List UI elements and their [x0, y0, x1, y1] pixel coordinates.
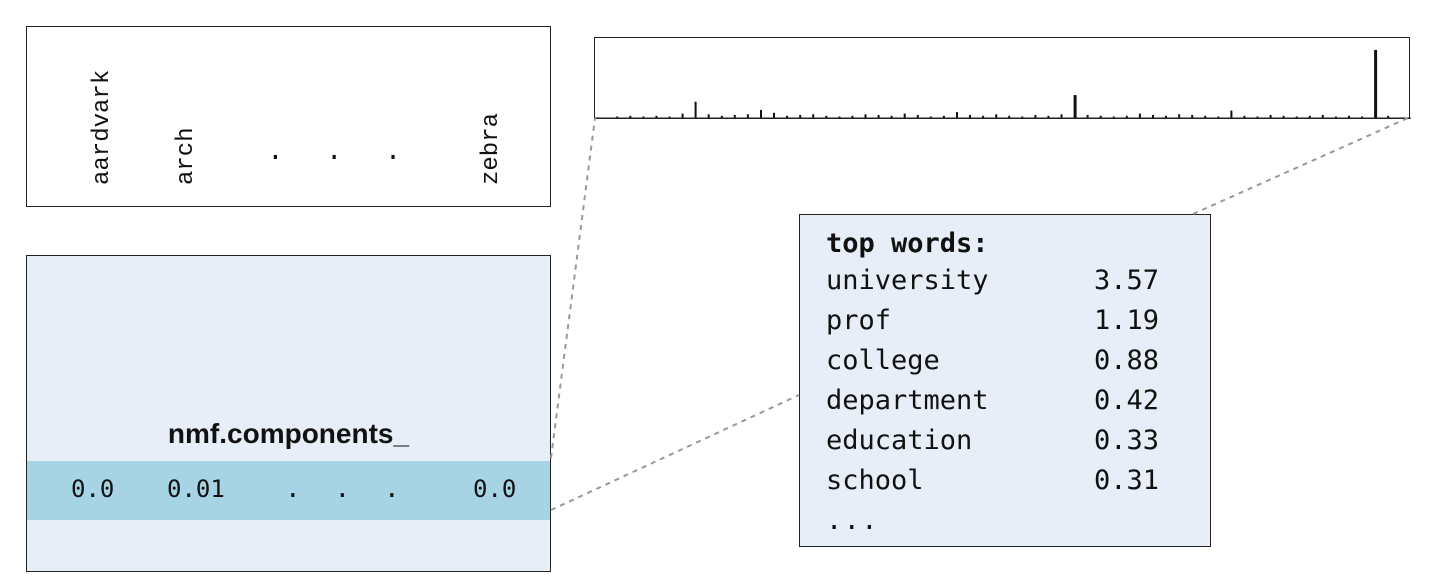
highlighted-component-row: 0.0 0.01 . . . 0.0 — [27, 461, 550, 520]
chart-bar — [903, 113, 906, 118]
chart-bar — [1152, 115, 1154, 118]
chart-bar — [1282, 115, 1285, 118]
chart-bar — [1021, 116, 1024, 118]
top-word-row: college 0.88 — [826, 345, 1186, 385]
top-word-value: 0.42 — [1094, 385, 1160, 416]
top-words-ellipsis: ... — [826, 505, 879, 536]
top-word-value: 1.19 — [1094, 305, 1160, 336]
top-word-row: education 0.33 — [826, 425, 1186, 465]
chart-bar — [1269, 115, 1272, 118]
matrix-cell-last: 0.0 — [473, 475, 517, 503]
top-word: department — [826, 385, 989, 416]
chart-bar — [1230, 110, 1233, 118]
chart-bar — [773, 112, 775, 118]
chart-bar — [1243, 115, 1246, 118]
chart-bar — [916, 115, 919, 118]
chart-bar — [1321, 115, 1324, 118]
chart-bar — [786, 115, 789, 118]
chart-bar — [760, 109, 762, 118]
matrix-title: nmf.components_ — [167, 418, 410, 449]
chart-bar — [864, 114, 867, 118]
top-word: prof — [826, 305, 892, 336]
top-words-box: top words: university 3.57 prof 1.19 col… — [799, 214, 1211, 547]
chart-bar — [1387, 115, 1390, 118]
chart-bar — [890, 115, 893, 118]
chart-bar — [1086, 115, 1089, 118]
chart-bar — [851, 115, 854, 118]
vocabulary-box: aardvark arch . . . zebra — [26, 26, 551, 207]
chart-bar — [694, 101, 697, 118]
chart-bar — [616, 116, 619, 118]
connector-chart-right-to-topwords — [1192, 117, 1409, 215]
chart-bar — [982, 115, 985, 118]
chart-bar — [799, 115, 802, 118]
top-word: college — [826, 345, 940, 376]
top-word-value: 0.88 — [1094, 345, 1160, 376]
chart-bar — [969, 115, 971, 118]
matrix-row-ellipsis: . . . — [285, 474, 409, 504]
chart-bar — [1099, 115, 1102, 118]
top-word-value: 0.31 — [1094, 465, 1160, 496]
chart-bar — [812, 114, 815, 118]
vocab-word-arch: arch — [173, 127, 200, 185]
vocab-word-aardvark: aardvark — [89, 69, 116, 185]
matrix-cell-first: 0.0 — [71, 475, 115, 503]
chart-bar — [642, 116, 645, 118]
chart-bar — [956, 112, 958, 118]
top-word: school — [826, 465, 924, 496]
chart-bar — [1008, 115, 1011, 118]
chart-bar — [1178, 114, 1181, 118]
top-word-row: prof 1.19 — [826, 305, 1186, 345]
chart-bar — [1112, 116, 1115, 118]
chart-bar — [1374, 49, 1378, 118]
top-word-value: 3.57 — [1094, 265, 1160, 296]
vocab-ellipsis: . . . — [267, 137, 415, 168]
top-word: university — [826, 265, 989, 296]
chart-bar — [877, 115, 880, 118]
chart-bar — [681, 113, 684, 118]
chart-bar — [1060, 114, 1063, 118]
top-word-value: 0.33 — [1094, 425, 1160, 456]
chart-bar — [929, 116, 932, 118]
vocab-word-zebra: zebra — [478, 112, 505, 185]
chart-bar — [825, 115, 828, 118]
chart-bar — [720, 115, 723, 118]
chart-bar — [733, 115, 736, 118]
chart-bar — [655, 115, 658, 118]
chart-bar — [1138, 113, 1141, 118]
chart-bar — [1191, 115, 1194, 118]
chart-bar — [1348, 115, 1350, 118]
chart-bar — [838, 116, 841, 118]
top-word-row: department 0.42 — [826, 385, 1186, 425]
chart-bar — [1073, 95, 1077, 118]
chart-bar — [1165, 115, 1167, 118]
chart-bar — [1308, 115, 1311, 118]
bar-chart-svg — [595, 49, 1411, 119]
chart-bar — [1204, 115, 1207, 118]
top-words-title: top words: — [826, 228, 989, 259]
chart-bar — [746, 114, 749, 118]
connector-matrix-to-chart-left — [550, 117, 596, 459]
chart-bar — [1034, 115, 1037, 118]
chart-bar — [1047, 115, 1050, 118]
components-matrix-box: nmf.components_ 0.0 0.01 . . . 0.0 — [26, 255, 551, 572]
chart-bar — [995, 114, 998, 118]
chart-bar — [1125, 115, 1128, 118]
matrix-cell-second: 0.01 — [167, 475, 225, 503]
chart-bar — [942, 115, 945, 118]
chart-bar — [668, 116, 671, 118]
top-word: education — [826, 425, 973, 456]
component-bar-chart — [594, 37, 1411, 119]
connector-matrix-to-topwords — [550, 394, 800, 511]
top-word-row: school 0.31 — [826, 465, 1186, 505]
top-word-row: university 3.57 — [826, 265, 1186, 305]
chart-bar — [629, 115, 632, 118]
chart-bar — [707, 114, 710, 118]
